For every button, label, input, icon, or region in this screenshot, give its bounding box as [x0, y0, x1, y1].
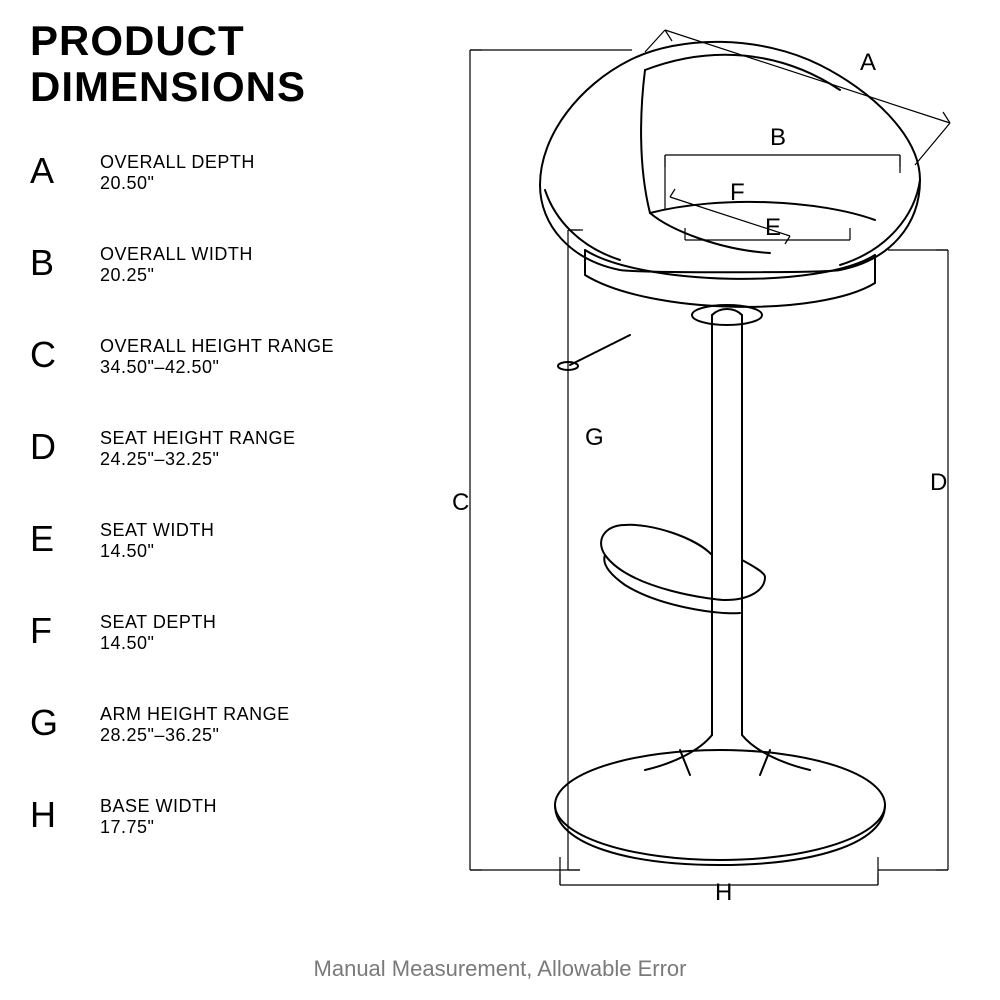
dim-line-a	[665, 30, 950, 123]
dimension-row-a: AOVERALL DEPTH20.50"	[30, 150, 410, 194]
dimension-value: 14.50"	[100, 541, 214, 562]
dim-line-a_ext2	[915, 123, 950, 165]
dimension-row-f: FSEAT DEPTH14.50"	[30, 610, 410, 654]
title-line-1: PRODUCT	[30, 18, 306, 64]
product-diagram: A B C D EF G H	[420, 15, 980, 915]
callout-c: C	[452, 489, 469, 516]
dimension-letter: E	[30, 518, 100, 560]
page: PRODUCT DIMENSIONS AOVERALL DEPTH20.50"B…	[0, 0, 1000, 1000]
dimension-text: BASE WIDTH17.75"	[100, 794, 217, 838]
dimension-text: SEAT WIDTH14.50"	[100, 518, 214, 562]
dimension-label: OVERALL HEIGHT RANGE	[100, 336, 334, 357]
dimension-value: 14.50"	[100, 633, 216, 654]
dimension-text: SEAT DEPTH14.50"	[100, 610, 216, 654]
dimension-row-c: COVERALL HEIGHT RANGE34.50"–42.50"	[30, 334, 410, 378]
dimension-text: ARM HEIGHT RANGE28.25"–36.25"	[100, 702, 290, 746]
dimension-letter: G	[30, 702, 100, 744]
dimension-label: SEAT HEIGHT RANGE	[100, 428, 296, 449]
dimension-letter: H	[30, 794, 100, 836]
dimension-label: SEAT WIDTH	[100, 520, 214, 541]
dimension-row-e: ESEAT WIDTH14.50"	[30, 518, 410, 562]
dimension-letter: A	[30, 150, 100, 192]
dimension-value: 17.75"	[100, 817, 217, 838]
dimension-text: OVERALL DEPTH20.50"	[100, 150, 255, 194]
dimension-value: 20.50"	[100, 173, 255, 194]
diagram-svg: A B C D EF G H	[420, 15, 980, 915]
dimension-row-d: DSEAT HEIGHT RANGE24.25"–32.25"	[30, 426, 410, 470]
dimension-value: 24.25"–32.25"	[100, 449, 296, 470]
callout-a: A	[860, 49, 876, 76]
dimension-letter: C	[30, 334, 100, 376]
dimension-text: OVERALL HEIGHT RANGE34.50"–42.50"	[100, 334, 334, 378]
title-line-2: DIMENSIONS	[30, 64, 306, 110]
page-title: PRODUCT DIMENSIONS	[30, 18, 306, 110]
dimension-label: BASE WIDTH	[100, 796, 217, 817]
dimension-row-g: GARM HEIGHT RANGE28.25"–36.25"	[30, 702, 410, 746]
callout-h: H	[715, 879, 732, 906]
dimensions-list: AOVERALL DEPTH20.50" BOVERALL WIDTH20.25"…	[30, 150, 410, 886]
dimension-lines	[470, 30, 950, 885]
dim-tick	[670, 189, 675, 197]
callout-d: D	[930, 469, 947, 496]
callout-f: F	[730, 179, 745, 206]
footnote: Manual Measurement, Allowable Error	[0, 956, 1000, 982]
dimension-row-b: BOVERALL WIDTH20.25"	[30, 242, 410, 286]
dimension-letter: F	[30, 610, 100, 652]
dimension-value: 34.50"–42.50"	[100, 357, 334, 378]
callout-b: B	[770, 124, 786, 151]
dimension-row-h: HBASE WIDTH17.75"	[30, 794, 410, 838]
dimension-letter: D	[30, 426, 100, 468]
dimension-label: OVERALL WIDTH	[100, 244, 253, 265]
dimension-value: 28.25"–36.25"	[100, 725, 290, 746]
dimension-text: SEAT HEIGHT RANGE24.25"–32.25"	[100, 426, 296, 470]
callout-e: E	[765, 214, 781, 241]
dimension-letter: B	[30, 242, 100, 284]
dimension-text: OVERALL WIDTH20.25"	[100, 242, 253, 286]
dimension-callouts: A B C D EF G H	[452, 49, 947, 906]
callout-g: G	[585, 424, 604, 451]
dimension-value: 20.25"	[100, 265, 253, 286]
dimension-label: OVERALL DEPTH	[100, 152, 255, 173]
dimension-label: ARM HEIGHT RANGE	[100, 704, 290, 725]
stool-drawing	[540, 42, 920, 865]
dimension-label: SEAT DEPTH	[100, 612, 216, 633]
